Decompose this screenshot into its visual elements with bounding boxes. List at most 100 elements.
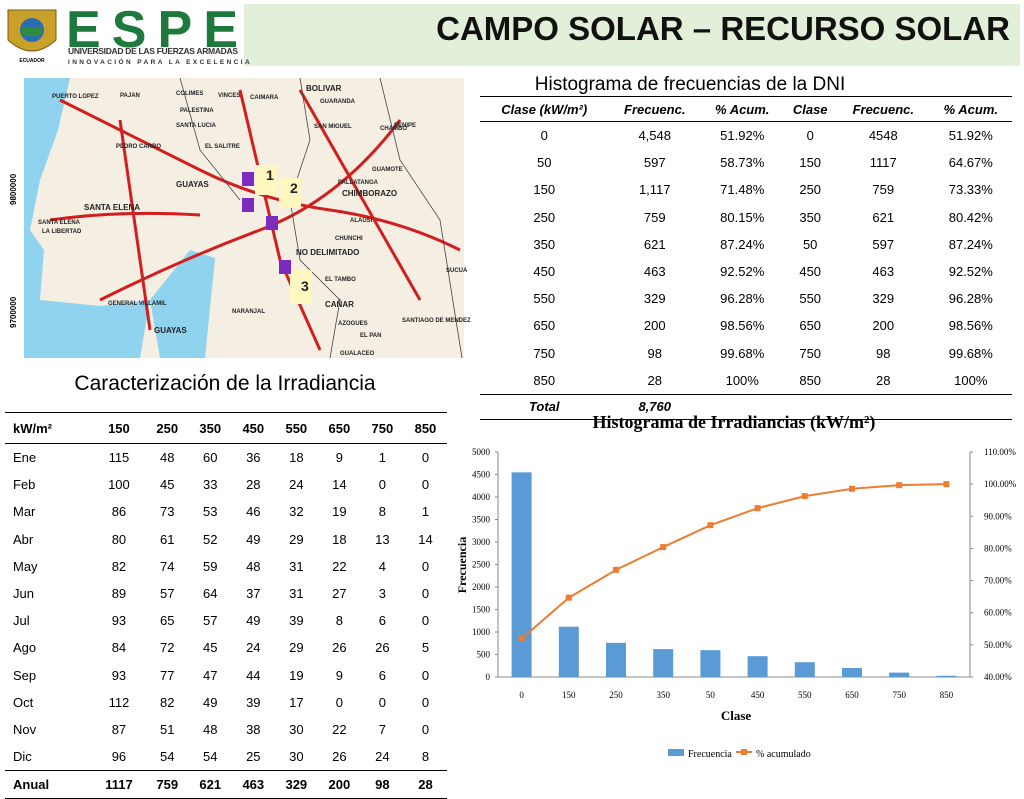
total-cell: 8,760 — [608, 393, 702, 420]
table-cell: 86 — [111, 504, 127, 520]
column-header: 450 — [231, 412, 275, 444]
table-cell: 22 — [332, 721, 347, 737]
map-coordinate: 9800000 — [9, 173, 18, 205]
table-row: Abr 80 61 52 49 29 18 13 14 — [5, 526, 447, 553]
table-cell: 49 — [246, 613, 261, 629]
table-row: Sep 93 77 47 44 19 9 6 0 — [5, 662, 447, 689]
chart: Histograma de Irradiancias (kW/m²)050010… — [455, 412, 1017, 760]
column-header: Frecuenc. — [608, 96, 702, 122]
table-cell: 54 — [203, 749, 218, 765]
table-cell: 450 — [799, 264, 822, 280]
map-label: GUARANDA — [320, 99, 356, 105]
table-row: 750 98 99.68% 750 98 99.68% — [480, 340, 1012, 367]
bar — [889, 672, 910, 677]
y2-tick-label: 90.00% — [984, 511, 1012, 521]
x-tick-label: 750 — [892, 690, 906, 700]
table-cell: 100% — [725, 372, 759, 388]
table-cell: 329 — [643, 291, 666, 307]
table-cell: 37 — [246, 586, 261, 602]
table-cell: 28 — [403, 770, 447, 799]
map-label: 2 — [290, 180, 298, 196]
total-row: Total 8,760 — [480, 393, 1012, 420]
table-cell: 52 — [203, 531, 218, 547]
table-cell: 550 — [533, 291, 556, 307]
table-cell: 9 — [335, 667, 343, 683]
map: PUERTO LOPEZ PAJAN COLIMES VINCES CAIMARA BOL… — [2, 77, 471, 359]
table-cell: 1,117 — [638, 182, 671, 198]
map-label: NO DELIMITADO — [296, 248, 359, 257]
line-marker — [565, 594, 572, 601]
table-cell: 200 — [872, 318, 895, 334]
x-tick-label: 450 — [751, 690, 765, 700]
table-cell: 25 — [246, 749, 261, 765]
y-tick-label: 5000 — [472, 447, 491, 457]
y-tick-label: 3000 — [472, 537, 491, 547]
table-cell: 92.52% — [948, 264, 993, 280]
bar — [606, 642, 626, 677]
table-cell: 36 — [246, 450, 261, 466]
table-cell: 93 — [111, 667, 127, 683]
map-label: EL TAMBO — [325, 277, 356, 283]
table-cell: 31 — [289, 558, 304, 574]
table-row: May 82 74 59 48 31 22 4 0 — [5, 553, 447, 580]
table-cell: 84 — [111, 640, 127, 656]
table-cell: 850 — [533, 372, 556, 388]
table-cell: 26 — [332, 749, 347, 765]
map-label: COLIMES — [176, 91, 203, 97]
table-cell: 597 — [872, 236, 895, 252]
table-cell: 18 — [289, 450, 304, 466]
table-row: 150 1,117 71.48% 250 759 73.33% — [480, 176, 1012, 203]
map-label: GUALACEO — [340, 351, 375, 357]
table-cell: 89 — [111, 586, 127, 602]
legend-marker — [741, 749, 747, 755]
table-cell: 46 — [246, 504, 261, 520]
y-tick-label: 4000 — [472, 492, 491, 502]
y-axis-title: Frecuencia — [455, 537, 469, 593]
table-cell: 33 — [203, 477, 218, 493]
map-label: PAJAN — [120, 93, 140, 99]
table-cell: 39 — [289, 613, 304, 629]
map-label: EL PAN — [360, 333, 381, 339]
table-cell: 621 — [872, 209, 895, 225]
dni-table-title: Histograma de frecuencias de la DNI — [535, 74, 845, 95]
table-cell: 50 — [802, 236, 818, 252]
map-label: GENERAL VILLAMIL — [108, 301, 167, 307]
slide-canvas: ECUADOR ESPE UNIVERSIDAD DE LAS FUERZAS … — [2, 1, 1020, 760]
table-cell: 38 — [246, 721, 261, 737]
map-label: PEDRO CARBO — [116, 144, 161, 150]
line — [520, 483, 947, 640]
title-band — [244, 4, 1020, 66]
table-cell: 29 — [289, 640, 304, 656]
line-marker — [943, 481, 950, 488]
table-row: 50 597 58.73% 150 1117 64.67% — [480, 149, 1012, 176]
table-cell: 0 — [421, 613, 430, 629]
map-label: CAIMARA — [250, 95, 279, 101]
table-row: Anual 1117 759 621 463 329 200 98 28 — [5, 770, 447, 799]
header-row: Clase (kW/m²) Frecuenc.% Acum. Clase Frecue… — [480, 96, 1012, 122]
table-cell: Jul — [13, 613, 30, 629]
table-cell: 39 — [246, 694, 261, 710]
table-cell: 26 — [332, 640, 347, 656]
column-header: 750 — [360, 412, 404, 444]
table-cell: 17 — [289, 694, 304, 710]
empty-cell — [836, 393, 930, 420]
empty-cell — [701, 393, 784, 420]
table-cell: 19 — [289, 667, 304, 683]
map-label: GUAYAS — [176, 180, 209, 189]
university-name: UNIVERSIDAD DE LAS FUERZAS ARMADAS — [68, 46, 238, 56]
table-cell: 0 — [540, 128, 548, 144]
table-cell: 80.42% — [948, 209, 993, 225]
emblem-caption: ECUADOR — [19, 58, 45, 64]
map-label: CHAMBO — [380, 126, 407, 132]
table-cell: 250 — [799, 182, 822, 198]
y2-tick-label: 80.00% — [984, 543, 1012, 553]
column-header: Clase — [783, 96, 837, 122]
map-label: CHIMBORAZO — [342, 189, 397, 198]
table-cell: Sep — [13, 667, 37, 683]
table-cell: 0 — [421, 586, 430, 602]
table-cell: 0 — [421, 667, 430, 683]
table-cell: 550 — [799, 291, 822, 307]
empty-cell — [783, 393, 837, 420]
bar — [653, 649, 674, 677]
